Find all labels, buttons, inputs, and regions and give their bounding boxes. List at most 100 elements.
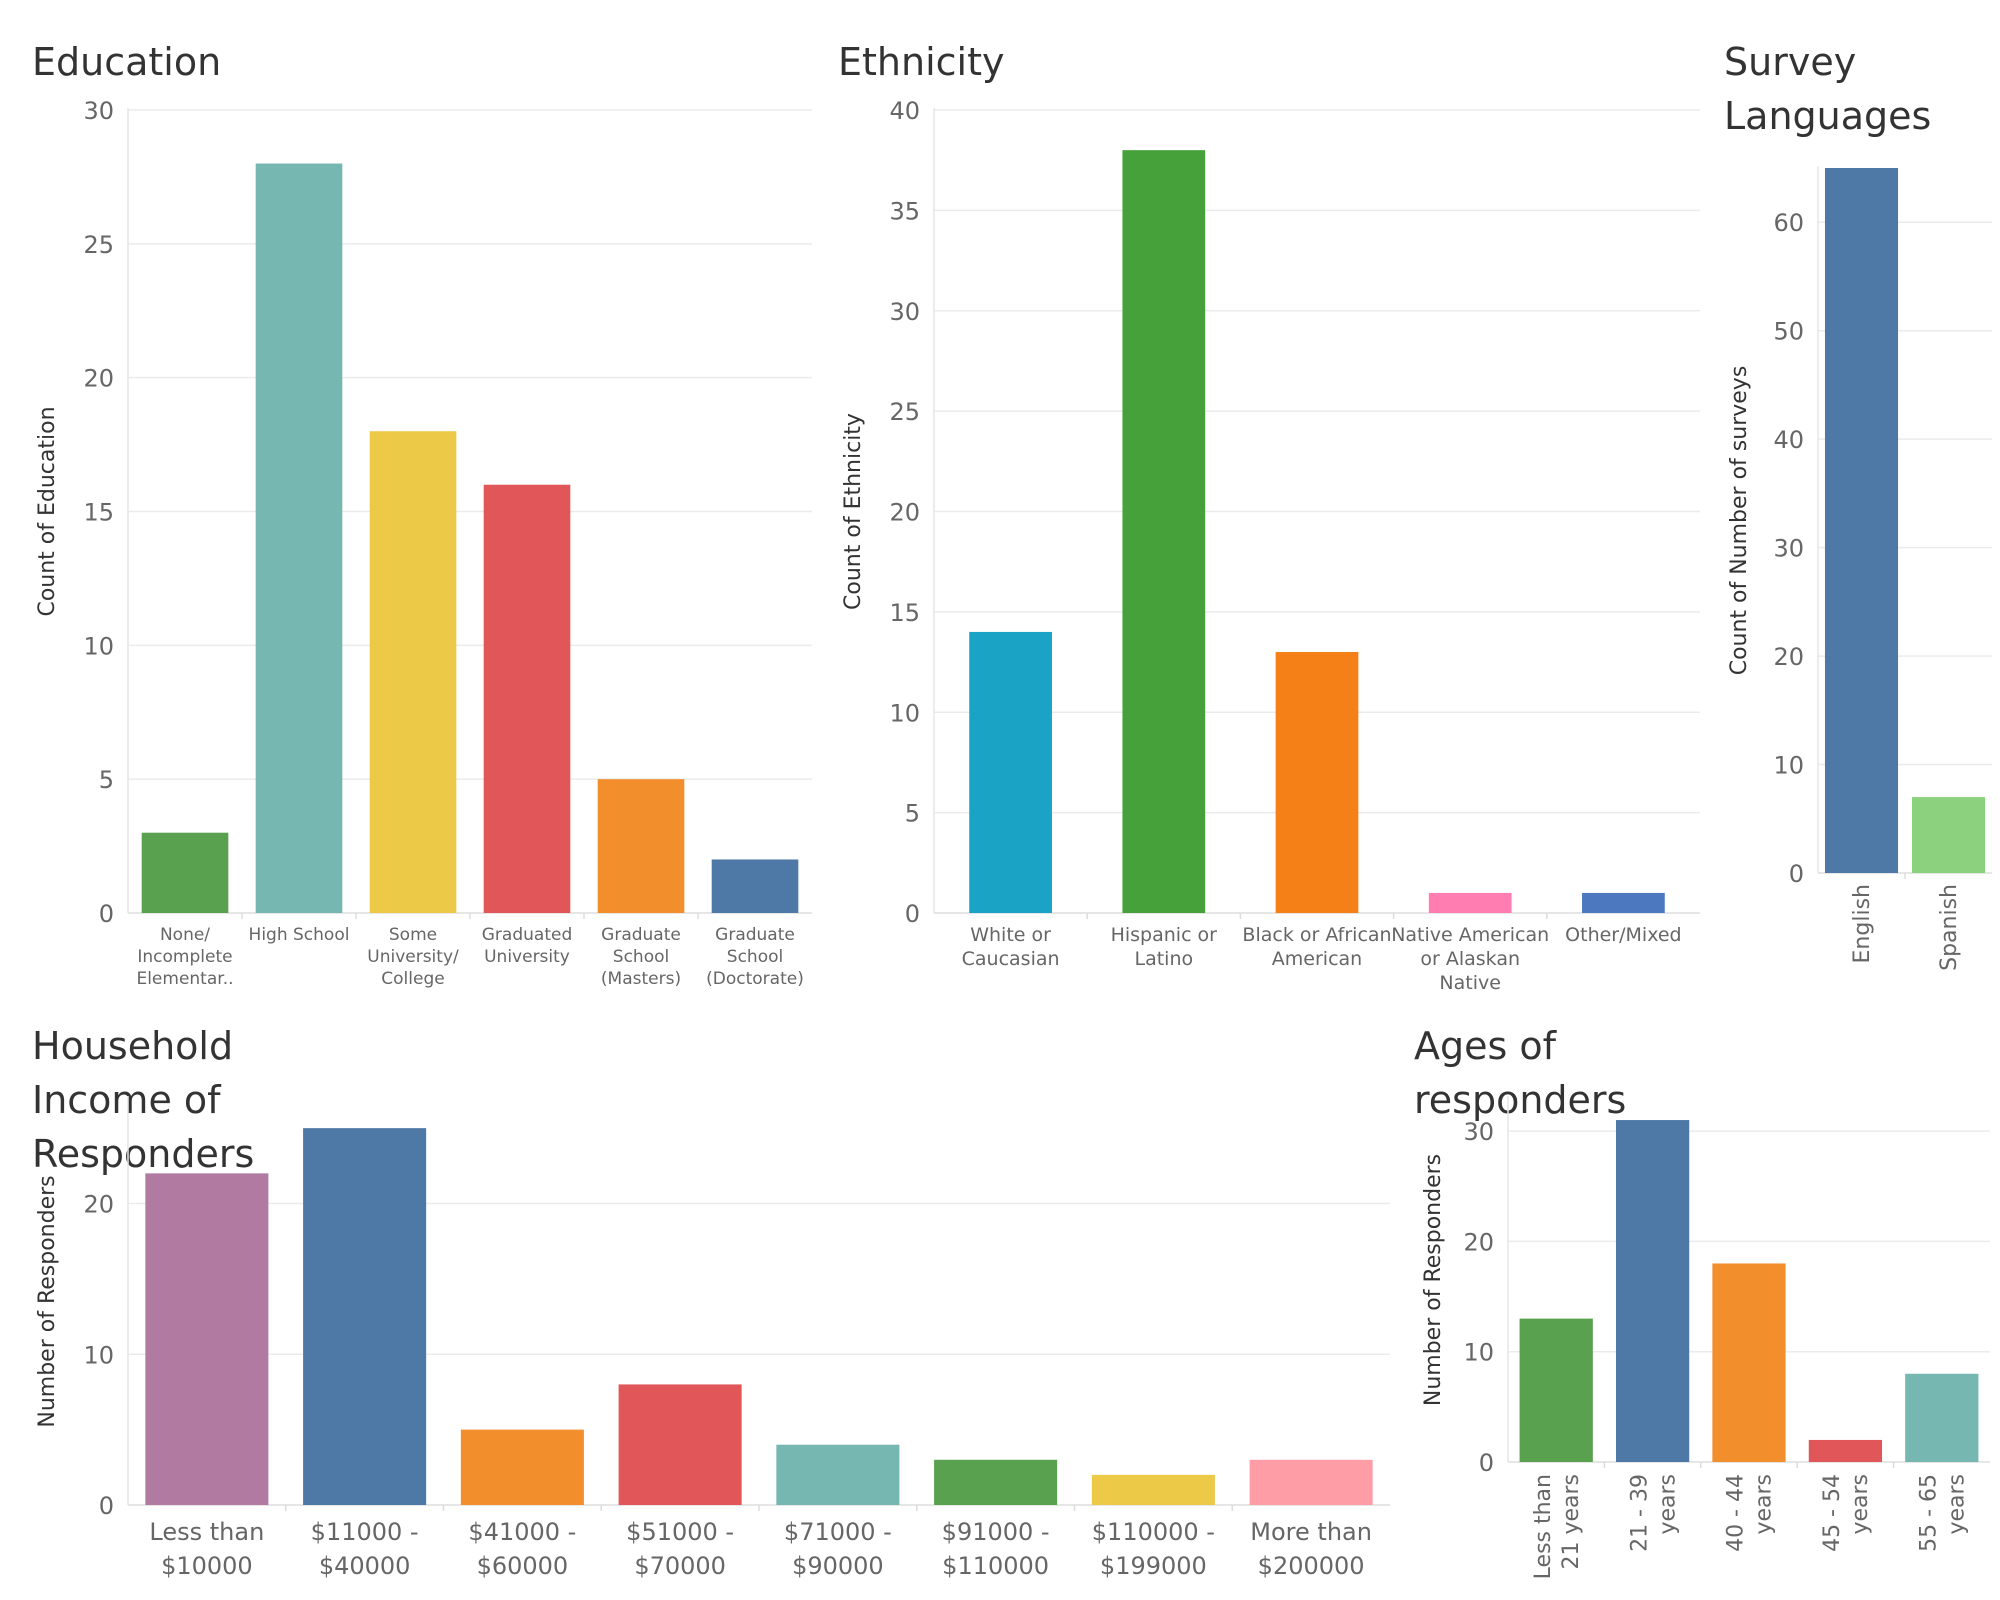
ethnicity-y-tick-label: 40: [889, 97, 920, 125]
ages-x-category-label: 21 years: [1559, 1474, 1584, 1570]
income-x-category-line: $10000: [161, 1552, 253, 1580]
income-x-category-line: $90000: [792, 1552, 884, 1580]
languages-y-tick-label: 50: [1773, 318, 1804, 346]
languages-y-tick-label: 0: [1789, 860, 1804, 888]
languages-y-tick-label: 20: [1773, 643, 1804, 671]
ages-y-axis-title: Number of Responders: [1421, 1154, 1446, 1406]
ethnicity-x-category-line: Native: [1439, 972, 1501, 994]
ages-bar: [1905, 1373, 1979, 1462]
ethnicity-bar: [969, 631, 1052, 913]
education-y-tick-label: 30: [83, 97, 114, 125]
languages-y-tick-label: 30: [1773, 535, 1804, 563]
education-x-category-line: School: [727, 947, 783, 967]
education-chart: 0 5 10 15 20 25 30 Count of Education None/Incom…: [35, 97, 812, 989]
income-x-category-line: $40000: [319, 1552, 411, 1580]
ages-y-tick-label: 0: [1479, 1449, 1494, 1477]
income-x-category-label: $91000 - $110000: [942, 1518, 1050, 1580]
education-x-category-label: Graduate School (Doctorate): [706, 925, 804, 989]
income-x-category-line: $110000: [942, 1552, 1049, 1580]
ages-x-category-label: Less than: [1531, 1474, 1556, 1579]
income-bar: [618, 1384, 742, 1505]
education-x-category-line: University/: [367, 947, 459, 967]
languages-bar: [1824, 168, 1899, 873]
ages-x-category-label: 40 - 44: [1724, 1474, 1749, 1552]
education-x-category-line: (Masters): [601, 969, 681, 989]
education-bar: [369, 431, 457, 913]
income-x-category-line: $70000: [634, 1552, 726, 1580]
languages-y-tick-label: 10: [1773, 752, 1804, 780]
education-x-category-line: Graduate: [601, 925, 681, 945]
ethnicity-bar: [1428, 892, 1512, 913]
income-y-tick-label: 10: [83, 1341, 114, 1369]
income-y-axis-title: Number of Responders: [35, 1175, 60, 1427]
ethnicity-x-category-line: Black or African: [1242, 924, 1391, 946]
income-x-category-line: $91000 -: [942, 1518, 1050, 1546]
income-x-category-label: $71000 - $90000: [784, 1518, 892, 1580]
income-y-tick-label: 0: [99, 1492, 114, 1520]
ages-chart: 0 10 20 30 Number of Responders Less than 21 y…: [1421, 1096, 1990, 1579]
languages-chart: 0 10 20 30 40 50 60 Count of Number of surveys E…: [1727, 166, 1992, 971]
ethnicity-x-category-line: White or: [970, 924, 1051, 946]
income-bar: [934, 1459, 1058, 1505]
income-x-category-label: More than $200000: [1250, 1518, 1372, 1580]
ethnicity-x-category-line: Latino: [1134, 948, 1193, 970]
income-x-category-label: $110000 - $199000: [1092, 1518, 1215, 1580]
ethnicity-x-category-label: White or Caucasian: [962, 924, 1060, 970]
ethnicity-y-tick-label: 20: [889, 499, 920, 527]
ages-x-category-label: years: [1945, 1474, 1970, 1535]
ethnicity-x-category-line: Caucasian: [962, 948, 1060, 970]
ethnicity-x-category-line: Hispanic or: [1111, 924, 1218, 946]
ages-bar: [1712, 1263, 1786, 1462]
ethnicity-x-category-line: or Alaskan: [1420, 948, 1520, 970]
education-title: Education: [32, 40, 222, 84]
income-bar: [303, 1128, 427, 1505]
education-y-tick-label: 20: [83, 365, 114, 393]
ages-bar: [1808, 1439, 1883, 1462]
ethnicity-x-category-label: Black or African American: [1242, 924, 1391, 970]
ages-x-category-label: years: [1655, 1474, 1680, 1535]
income-x-category-line: $60000: [477, 1552, 569, 1580]
ages-x-category-label: 55 - 65: [1917, 1474, 1942, 1552]
ages-title: Ages of responders: [1414, 1024, 1627, 1122]
income-chart: 0 10 20 Number of Responders Less than $10000…: [35, 1096, 1390, 1580]
income-x-category-line: $110000 -: [1092, 1518, 1215, 1546]
income-bar: [145, 1173, 269, 1505]
ethnicity-x-category-line: American: [1272, 948, 1362, 970]
education-x-category-line: (Doctorate): [706, 969, 804, 989]
income-title: Household Income of Responders: [32, 1024, 255, 1176]
income-x-category-line: Less than: [149, 1518, 264, 1546]
education-bar: [141, 832, 229, 913]
education-bar: [483, 484, 571, 913]
income-x-category-line: $11000 -: [311, 1518, 419, 1546]
income-x-category-label: $41000 - $60000: [468, 1518, 576, 1580]
languages-x-category-label: Spanish: [1937, 884, 1962, 971]
languages-y-axis-title: Count of Number of surveys: [1727, 366, 1752, 676]
ethnicity-x-category-label: Hispanic or Latino: [1111, 924, 1218, 970]
ethnicity-x-category-line: Native American: [1391, 924, 1549, 946]
income-bar: [1091, 1474, 1215, 1505]
education-x-category-line: College: [381, 969, 444, 989]
education-y-tick-label: 10: [83, 632, 114, 660]
education-x-category-line: Elementar..: [136, 969, 233, 989]
income-x-category-line: More than: [1250, 1518, 1372, 1546]
ages-y-tick-label: 20: [1463, 1228, 1494, 1256]
ethnicity-y-tick-label: 15: [889, 599, 920, 627]
languages-x-category-label: English: [1850, 884, 1875, 963]
ethnicity-y-axis-title: Count of Ethnicity: [841, 413, 866, 610]
ages-bar: [1519, 1318, 1593, 1462]
education-y-tick-label: 25: [83, 231, 114, 259]
income-bar: [1249, 1459, 1373, 1505]
education-x-category-line: Graduated: [482, 925, 572, 945]
ages-y-tick-label: 10: [1463, 1339, 1494, 1367]
education-x-category-label: None/Incomplete Elementar..: [136, 925, 233, 989]
income-x-category-label: $51000 - $70000: [626, 1518, 734, 1580]
ages-x-category-label: years: [1752, 1474, 1777, 1535]
education-x-category-label: Graduated University: [482, 925, 572, 967]
languages-bar: [1911, 797, 1986, 873]
ethnicity-bar: [1275, 652, 1359, 913]
income-x-category-line: $51000 -: [626, 1518, 734, 1546]
income-x-category-line: $199000: [1100, 1552, 1207, 1580]
education-x-category-line: School: [613, 947, 669, 967]
income-bar: [460, 1429, 584, 1505]
income-x-category-label: Less than $10000: [149, 1518, 264, 1580]
